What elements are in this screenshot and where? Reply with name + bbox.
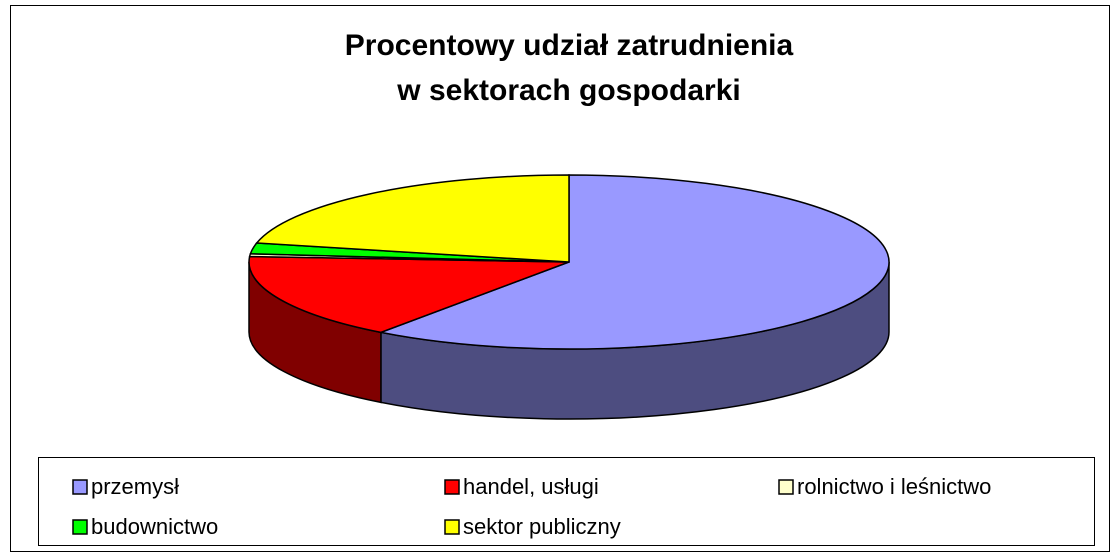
chart-title: Procentowy udział zatrudnienia [345,29,794,62]
legend-label: przemysł [91,474,179,499]
legend-swatch [444,479,460,495]
pie [248,174,890,420]
legend-label: rolnictwo i leśnictwo [797,474,991,499]
legend-swatch [72,479,88,495]
pie-slice [255,174,570,263]
legend-label: budownictwo [91,514,218,539]
chart-title: w sektorach gospodarki [396,74,740,107]
pie-slice [378,174,890,350]
legend-label: handel, usługi [463,474,599,499]
legend-swatch [444,519,460,535]
pie-slice [248,255,570,334]
pie-tops [248,174,890,350]
legend: przemysł handel, usługi rolnictwo i leśnic… [72,474,991,539]
legend-frame [38,457,1095,546]
legend-swatch [778,479,794,495]
legend-swatch [72,519,88,535]
legend-label: sektor publiczny [463,514,621,539]
